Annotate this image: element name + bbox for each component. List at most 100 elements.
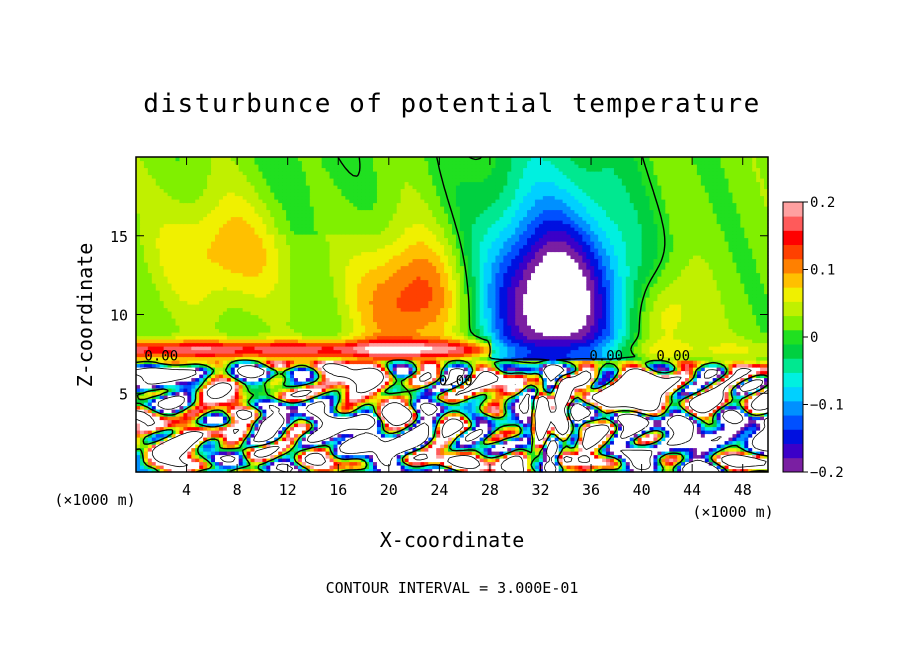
- heatmap-cell: [270, 388, 275, 393]
- heatmap-cell: [724, 416, 730, 421]
- heatmap-cell: [475, 447, 481, 452]
- heatmap-cell: [349, 430, 354, 435]
- heatmap-cell: [309, 384, 315, 389]
- heatmap-cell: [523, 451, 528, 456]
- heatmap-cell: [625, 426, 631, 431]
- heatmap-cell: [515, 423, 520, 428]
- heatmap-cell: [495, 440, 500, 445]
- heatmap-cell: [483, 416, 489, 421]
- heatmap-cell: [195, 363, 200, 368]
- heatmap-cell: [463, 454, 469, 459]
- heatmap-cell: [700, 468, 706, 473]
- heatmap-cell: [760, 405, 765, 410]
- heatmap-cell: [669, 468, 674, 473]
- heatmap-cell: [297, 461, 303, 466]
- heatmap-cell: [562, 433, 568, 438]
- heatmap-cell: [297, 468, 303, 473]
- heatmap-cell: [566, 437, 572, 442]
- heatmap-cell: [143, 405, 149, 410]
- heatmap-cell: [432, 405, 437, 410]
- heatmap-cell: [143, 419, 149, 424]
- heatmap-cell: [258, 363, 263, 368]
- heatmap-cell: [139, 444, 145, 449]
- heatmap-cell: [641, 388, 647, 393]
- heatmap-cell: [329, 419, 335, 424]
- heatmap-cell: [301, 405, 307, 410]
- heatmap-cell: [602, 370, 607, 375]
- heatmap-cell: [617, 363, 623, 368]
- heatmap-cell: [294, 437, 299, 442]
- heatmap-cell: [337, 384, 342, 389]
- heatmap-cell: [175, 374, 181, 379]
- heatmap-cell: [333, 430, 339, 435]
- heatmap-cell: [467, 381, 473, 386]
- heatmap-cell: [325, 454, 331, 459]
- heatmap-cell: [274, 454, 279, 459]
- heatmap-cell: [159, 433, 165, 438]
- heatmap-cell: [258, 370, 263, 375]
- heatmap-cell: [400, 370, 406, 375]
- heatmap-cell: [495, 437, 500, 442]
- heatmap-cell: [211, 360, 216, 365]
- heatmap-cell: [380, 454, 386, 459]
- heatmap-cell: [562, 454, 568, 459]
- heatmap-cell: [554, 367, 560, 372]
- heatmap-cell: [649, 419, 655, 424]
- heatmap-cell: [424, 395, 429, 400]
- heatmap-cell: [471, 405, 477, 410]
- heatmap-cell: [396, 405, 402, 410]
- heatmap-cell: [349, 458, 354, 463]
- heatmap-cell: [760, 437, 765, 442]
- heatmap-cell: [712, 419, 718, 424]
- heatmap-cell: [262, 395, 267, 400]
- heatmap-cell: [610, 381, 615, 386]
- heatmap-cell: [215, 367, 220, 372]
- heatmap-cell: [187, 426, 192, 431]
- heatmap-cell: [230, 430, 236, 435]
- heatmap-cell: [171, 440, 177, 445]
- heatmap-cell: [230, 458, 236, 463]
- heatmap-cell: [704, 444, 710, 449]
- heatmap-cell: [440, 468, 445, 473]
- heatmap-cell: [558, 458, 564, 463]
- heatmap-cell: [574, 430, 579, 435]
- heatmap-cell: [250, 409, 256, 414]
- heatmap-cell: [175, 398, 181, 403]
- heatmap-cell: [203, 440, 208, 445]
- heatmap-cell: [610, 430, 615, 435]
- heatmap-cell: [211, 402, 216, 407]
- heatmap-cell: [333, 381, 339, 386]
- heatmap-cell: [523, 377, 528, 382]
- heatmap-cell: [606, 416, 611, 421]
- heatmap-cell: [590, 367, 595, 372]
- heatmap-cell: [309, 468, 315, 473]
- heatmap-cell: [432, 458, 437, 463]
- heatmap-cell: [238, 447, 244, 452]
- heatmap-cell: [503, 468, 508, 473]
- heatmap-cell: [380, 461, 386, 466]
- heatmap-cell: [384, 416, 390, 421]
- heatmap-cell: [432, 363, 437, 368]
- heatmap-cell: [475, 416, 481, 421]
- heatmap-cell: [420, 405, 425, 410]
- heatmap-cell: [602, 388, 607, 393]
- heatmap-cell: [657, 461, 662, 466]
- heatmap-cell: [246, 447, 252, 452]
- heatmap-cell: [546, 451, 552, 456]
- heatmap-cell: [412, 423, 418, 428]
- heatmap-cell: [645, 461, 651, 466]
- heatmap-cell: [175, 402, 181, 407]
- heatmap-cell: [752, 458, 757, 463]
- heatmap-cell: [459, 416, 465, 421]
- heatmap-cell: [546, 465, 552, 470]
- heatmap-cell: [685, 447, 690, 452]
- heatmap-cell: [724, 419, 730, 424]
- heatmap-cell: [499, 454, 504, 459]
- heatmap-cell: [452, 363, 457, 368]
- heatmap-cell: [349, 447, 354, 452]
- heatmap-cell: [428, 370, 433, 375]
- heatmap-cell: [337, 419, 342, 424]
- heatmap-cell: [463, 461, 469, 466]
- heatmap-cell: [246, 468, 252, 473]
- heatmap-cell: [716, 447, 722, 452]
